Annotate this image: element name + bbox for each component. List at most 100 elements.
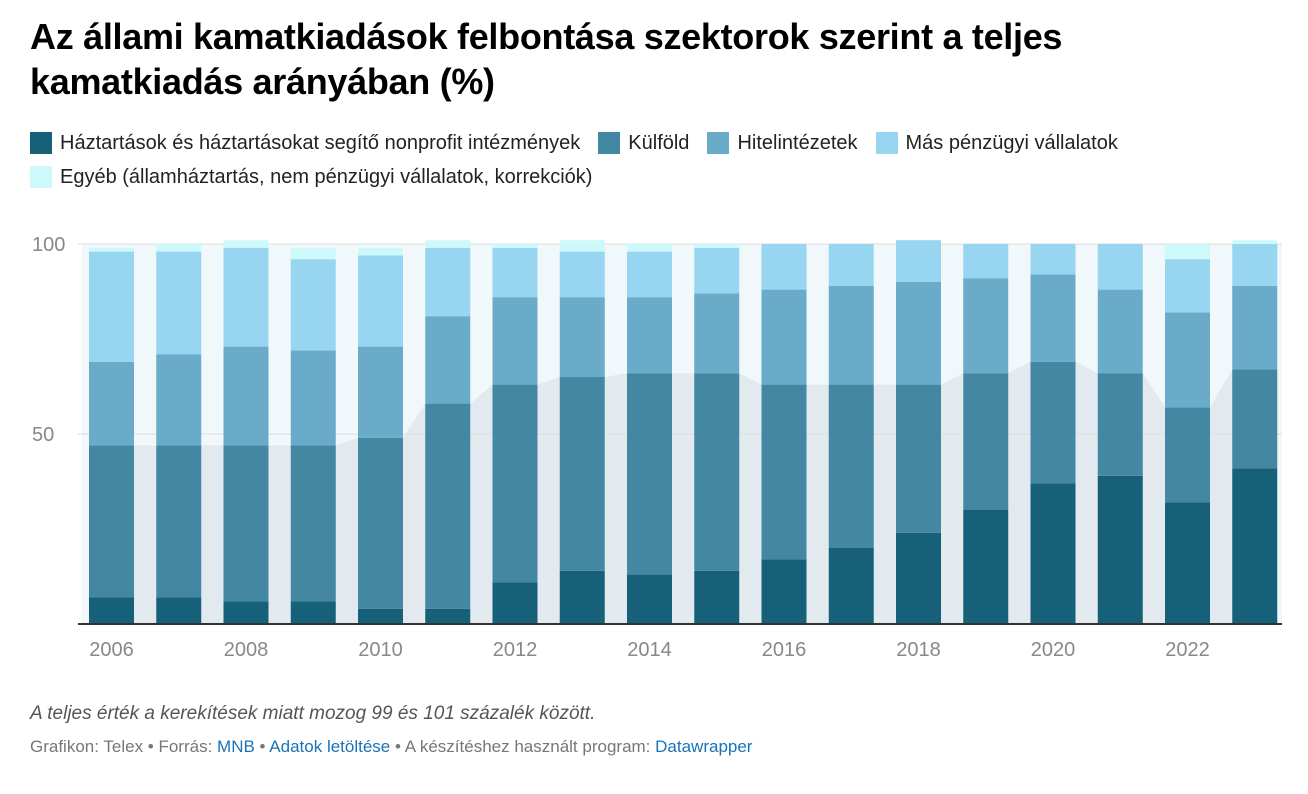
bar-segment-2007-s4 [156, 244, 202, 252]
bar-segment-2021-s1 [1097, 373, 1143, 476]
x-tick-label: 2014 [627, 639, 672, 661]
legend-swatch [598, 132, 621, 154]
bar-segment-2018-s2 [896, 282, 941, 385]
bar-segment-2019-s1 [963, 373, 1009, 510]
bar-segment-2018-s3 [896, 240, 941, 282]
bar-segment-2019-s2 [963, 278, 1009, 374]
bar-segment-2020-s3 [1030, 244, 1076, 275]
legend-label: Más pénzügyi vállalatok [905, 132, 1118, 154]
bar-segment-2023-s1 [1232, 369, 1278, 469]
bar-segment-2014-s0 [627, 574, 672, 624]
chart-title: Az állami kamatkiadások felbontása szekt… [30, 16, 1063, 102]
datawrapper-link[interactable]: Datawrapper [655, 737, 753, 756]
legend-item-households: Háztartások és háztartásokat segítő nonp… [30, 130, 580, 156]
bar-segment-2006-s3 [89, 251, 134, 362]
bar-segment-2020-s0 [1030, 483, 1076, 624]
y-tick-label: 50 [32, 424, 54, 446]
bar-segment-2016-s3 [761, 244, 807, 290]
legend-label: Külföld [628, 132, 690, 154]
bar-segment-2015-s4 [694, 244, 740, 248]
bar-segment-2011-s3 [425, 247, 471, 317]
bar-segment-2010-s1 [358, 437, 403, 609]
bar-segment-2020-s1 [1030, 361, 1076, 484]
x-tick-label: 2006 [89, 639, 134, 661]
bar-segment-2007-s2 [156, 354, 202, 446]
y-tick-label: 100 [32, 234, 65, 256]
bar-segment-2016-s2 [761, 289, 807, 385]
bar-segment-2017-s0 [828, 548, 874, 624]
x-tick-label: 2022 [1165, 639, 1210, 661]
bar-segment-2009-s3 [290, 259, 336, 351]
bar-segment-2006-s2 [89, 361, 134, 446]
credit-text: Grafikon: Telex • Forrás: [30, 737, 218, 756]
bar-segment-2019-s3 [963, 244, 1009, 279]
legend-swatch [30, 166, 52, 188]
bar-segment-2009-s1 [290, 445, 336, 602]
bar-segment-2011-s4 [425, 240, 471, 248]
x-tick-label: 2018 [896, 639, 941, 661]
bar-segment-2023-s2 [1232, 285, 1278, 370]
bar-segment-2022-s3 [1165, 259, 1210, 313]
bar-segment-2014-s1 [627, 373, 672, 575]
bar-segment-2013-s0 [559, 570, 605, 624]
bar-segment-2008-s1 [223, 445, 269, 602]
x-tick-label: 2008 [224, 639, 269, 661]
bar-segment-2012-s4 [492, 244, 538, 248]
legend-item-other-financial: Más pénzügyi vállalatok [875, 130, 1118, 156]
bar-segment-2010-s3 [358, 255, 403, 347]
bar-segment-2014-s4 [627, 244, 672, 252]
bar-segment-2016-s1 [761, 384, 807, 560]
chart-footer: Grafikon: Telex • Forrás: MNB • Adatok l… [30, 737, 752, 757]
x-tick-label: 2010 [358, 639, 403, 661]
bar-segment-2022-s4 [1165, 244, 1210, 260]
chart-note: A teljes érték a kerekítések miatt mozog… [30, 703, 596, 724]
legend-swatch [875, 132, 898, 154]
bar-segment-2010-s0 [358, 608, 403, 624]
source-link[interactable]: MNB [217, 737, 255, 756]
bar-segment-2015-s3 [694, 247, 740, 294]
bar-segment-2008-s3 [223, 247, 269, 347]
bar-segment-2014-s3 [627, 251, 672, 298]
bar-segment-2008-s0 [223, 601, 269, 624]
y-axis: 50 100 [32, 234, 65, 446]
bar-segment-2012-s2 [492, 297, 538, 385]
bar-segment-2012-s0 [492, 582, 538, 624]
legend-item-foreign: Külföld [598, 130, 689, 156]
bar-segment-2012-s3 [492, 247, 538, 298]
bar-segment-2013-s4 [559, 240, 605, 252]
bar-segment-2006-s0 [89, 597, 134, 624]
legend-swatch [30, 132, 52, 154]
bar-segment-2007-s3 [156, 251, 202, 355]
bar-segment-2019-s0 [963, 510, 1009, 624]
bar-segment-2011-s1 [425, 403, 471, 609]
bar-segment-2017-s3 [828, 244, 874, 286]
bar-segment-2010-s4 [358, 247, 403, 256]
bar-segment-2007-s0 [156, 597, 202, 624]
bar-segment-2023-s4 [1232, 240, 1278, 244]
download-data-link[interactable]: Adatok letöltése [269, 737, 391, 756]
legend-item-other: Egyéb (államháztartás, nem pénzügyi váll… [30, 164, 592, 190]
bar-segment-2020-s2 [1030, 274, 1076, 362]
bar-segment-2016-s0 [761, 559, 807, 624]
x-tick-label: 2020 [1031, 639, 1076, 661]
bar-segment-2021-s2 [1097, 289, 1143, 374]
bar-segment-2021-s3 [1097, 244, 1143, 290]
bar-segment-2015-s2 [694, 293, 740, 374]
bar-segment-2006-s4 [89, 247, 134, 252]
bar-segment-2023-s0 [1232, 468, 1278, 624]
bar-segment-2018-s1 [896, 384, 941, 533]
bar-segment-2006-s1 [89, 445, 134, 598]
x-tick-label: 2012 [493, 639, 538, 661]
bar-segment-2015-s1 [694, 373, 740, 571]
bar-segment-2008-s4 [223, 240, 269, 248]
legend-swatch [707, 132, 730, 154]
bar-segment-2013-s3 [559, 251, 605, 298]
bar-segment-2009-s0 [290, 601, 336, 624]
bar-segment-2015-s0 [694, 570, 740, 624]
bar-segment-2011-s2 [425, 316, 471, 404]
bar-segment-2017-s1 [828, 384, 874, 548]
bars [89, 240, 1278, 624]
bar-segment-2013-s1 [559, 377, 605, 571]
bar-segment-2018-s0 [896, 532, 941, 624]
